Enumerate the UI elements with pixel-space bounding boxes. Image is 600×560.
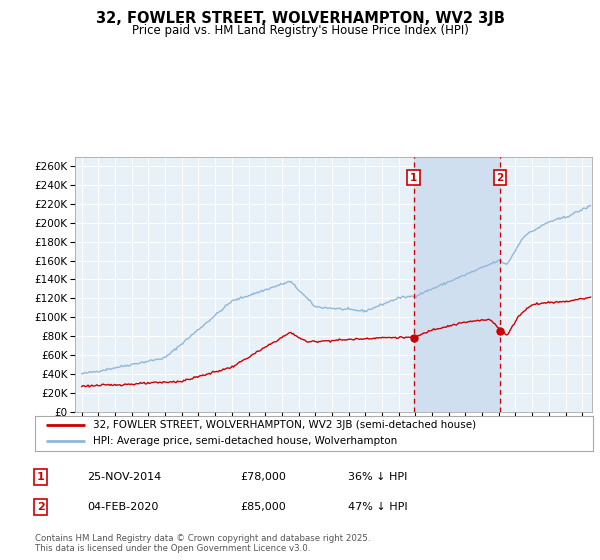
Text: 1: 1 bbox=[37, 472, 44, 482]
Text: 2: 2 bbox=[496, 172, 504, 183]
Text: 47% ↓ HPI: 47% ↓ HPI bbox=[348, 502, 407, 512]
Text: Price paid vs. HM Land Registry's House Price Index (HPI): Price paid vs. HM Land Registry's House … bbox=[131, 24, 469, 36]
Text: £85,000: £85,000 bbox=[240, 502, 286, 512]
Text: 1: 1 bbox=[410, 172, 418, 183]
Text: 32, FOWLER STREET, WOLVERHAMPTON, WV2 3JB: 32, FOWLER STREET, WOLVERHAMPTON, WV2 3J… bbox=[95, 11, 505, 26]
Text: 32, FOWLER STREET, WOLVERHAMPTON, WV2 3JB (semi-detached house): 32, FOWLER STREET, WOLVERHAMPTON, WV2 3J… bbox=[94, 421, 476, 431]
Text: 36% ↓ HPI: 36% ↓ HPI bbox=[348, 472, 407, 482]
Text: HPI: Average price, semi-detached house, Wolverhampton: HPI: Average price, semi-detached house,… bbox=[94, 436, 398, 446]
Bar bbox=[413, 157, 500, 412]
Text: 25-NOV-2014: 25-NOV-2014 bbox=[87, 472, 161, 482]
Text: Contains HM Land Registry data © Crown copyright and database right 2025.
This d: Contains HM Land Registry data © Crown c… bbox=[35, 534, 370, 553]
Text: 2: 2 bbox=[37, 502, 44, 512]
Text: 04-FEB-2020: 04-FEB-2020 bbox=[87, 502, 158, 512]
Text: £78,000: £78,000 bbox=[240, 472, 286, 482]
